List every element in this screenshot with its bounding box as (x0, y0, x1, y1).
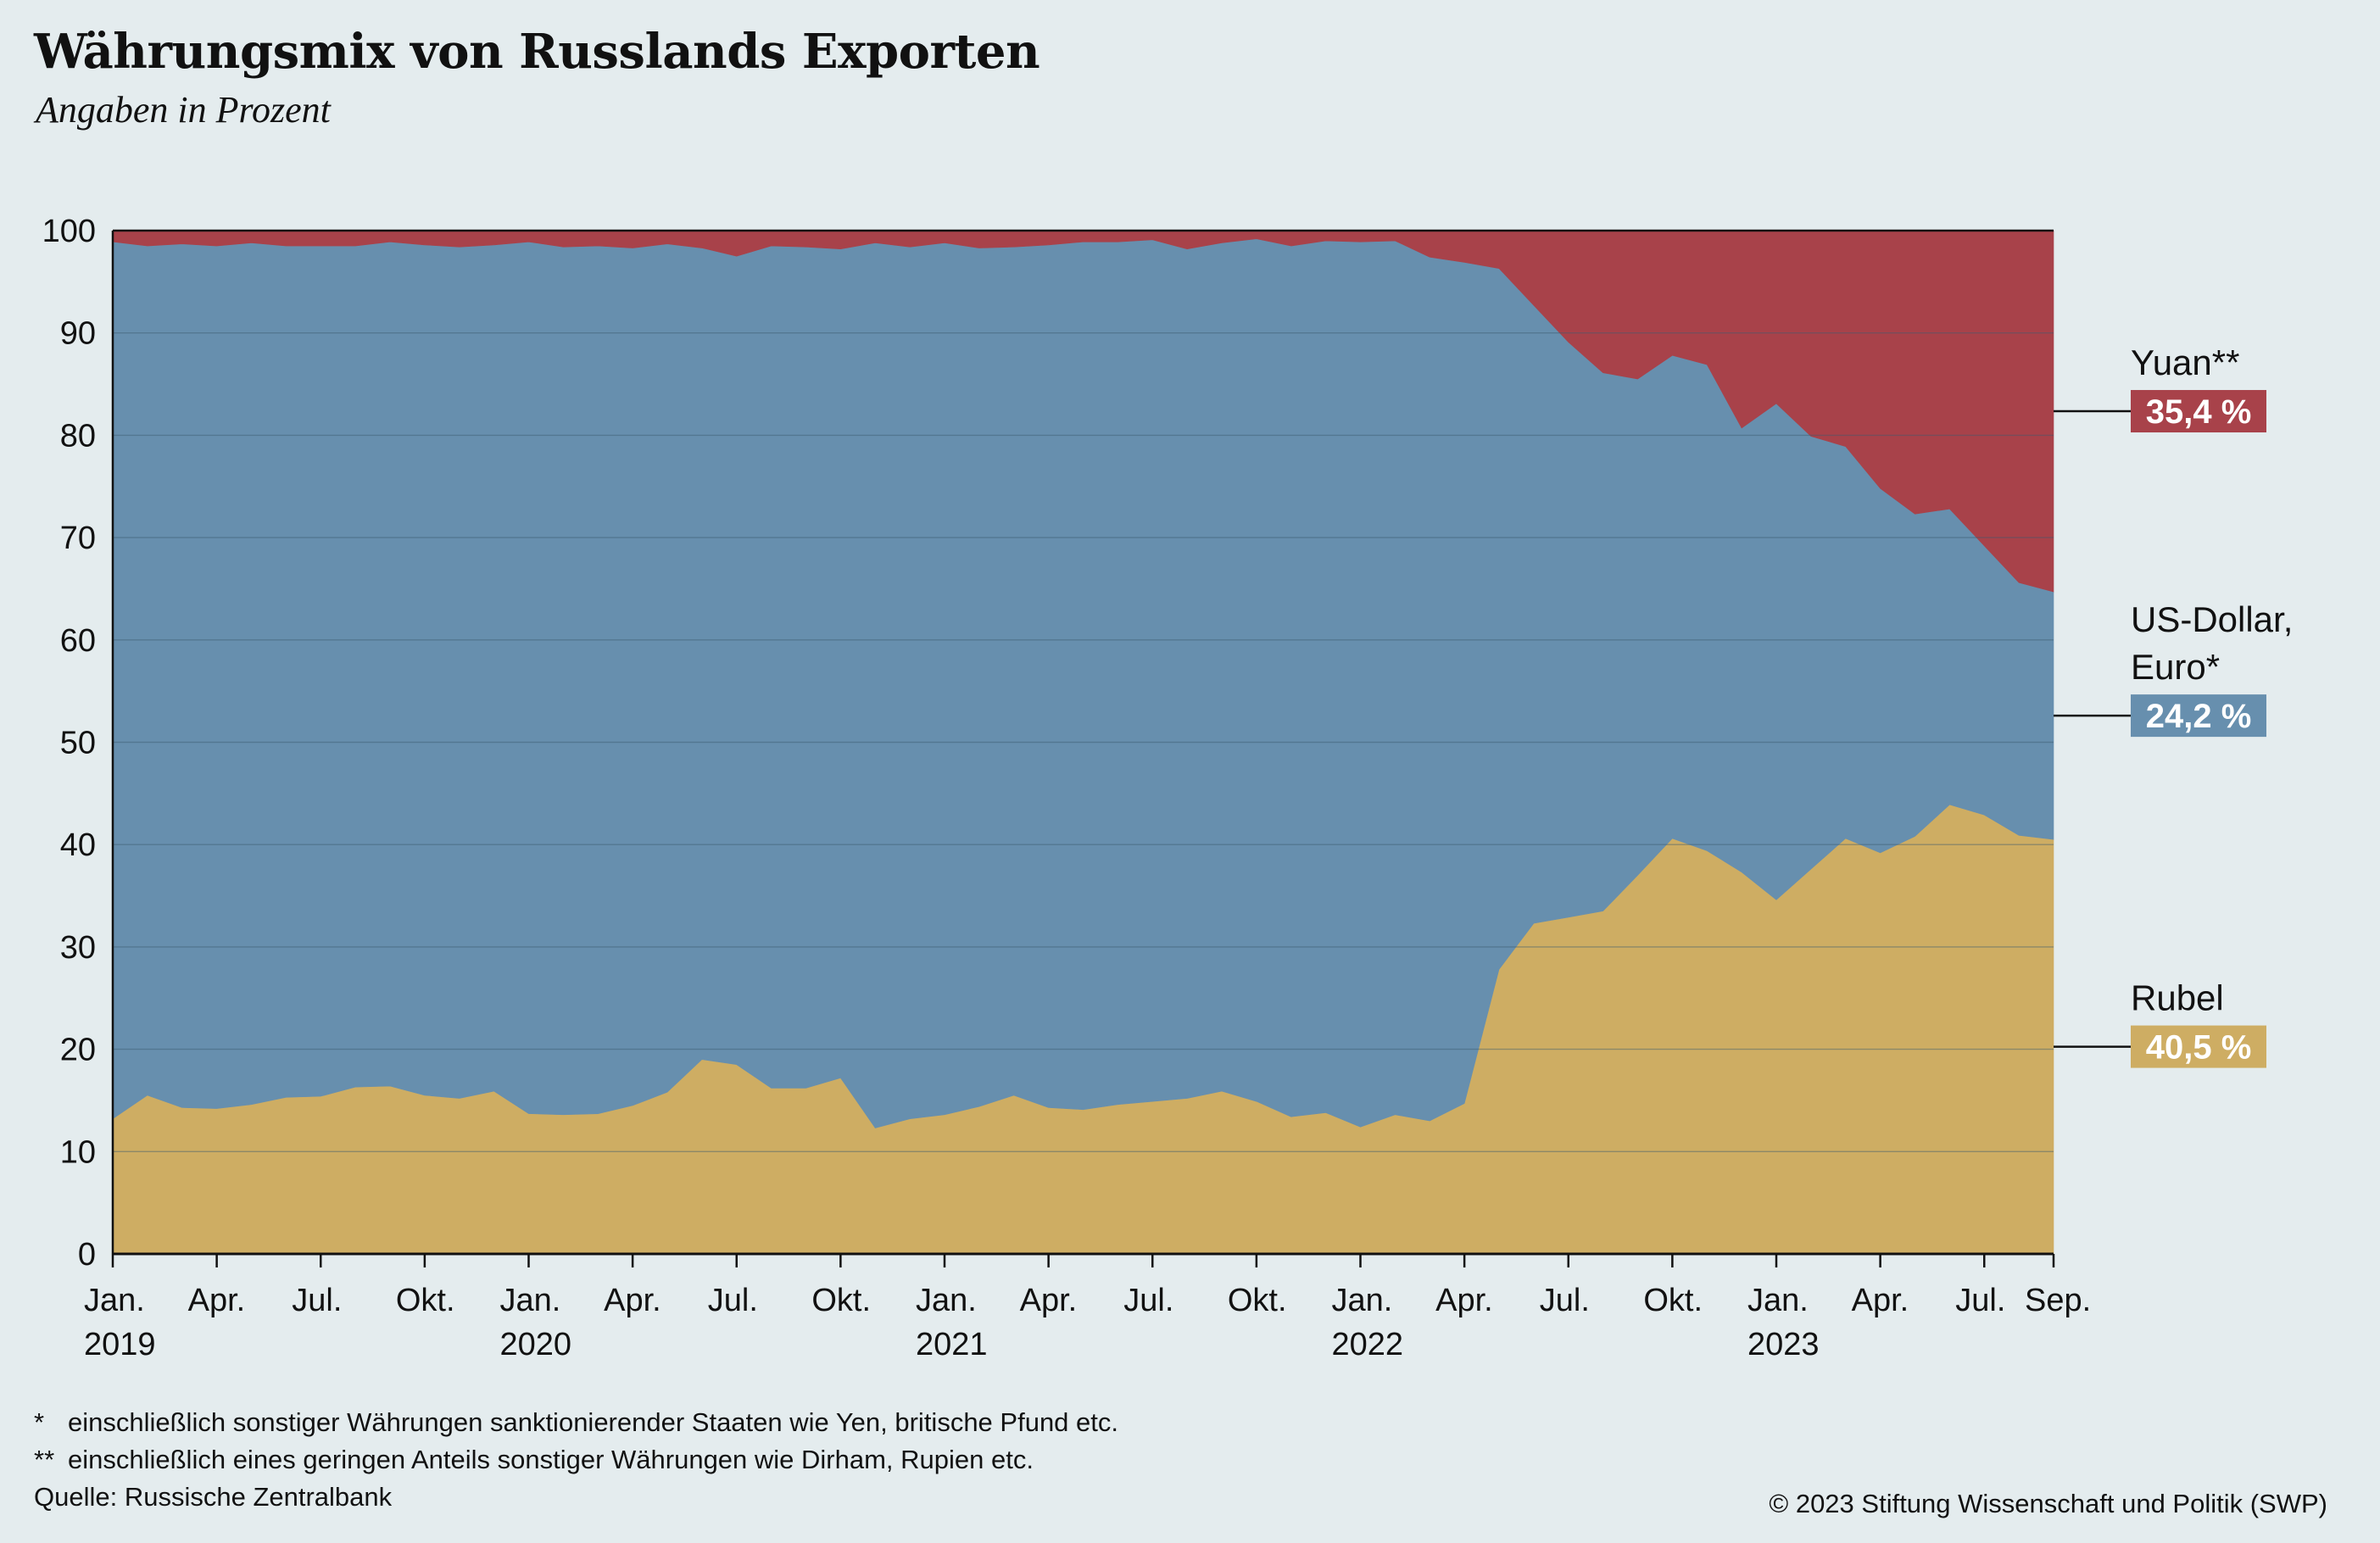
y-tick-label-60: 60 (60, 623, 96, 659)
y-tick-label-70: 70 (60, 521, 96, 556)
x-tick-label-year: 2023 (1747, 1327, 1820, 1362)
x-tick-label-month: Sep. (2025, 1283, 2091, 1318)
legend-name-yuan: Yuan** (2131, 343, 2239, 382)
x-tick-label-month: Okt. (1228, 1283, 1287, 1318)
chart-areas (112, 230, 2054, 1255)
x-tick-label-month: Jul. (292, 1283, 342, 1318)
x-tick-label-year: 2022 (1332, 1327, 1404, 1362)
legend-value-rubel: 40,5 % (2146, 1029, 2252, 1067)
chart-gridlines (113, 332, 2054, 1153)
chart-subtitle: Angaben in Prozent (36, 89, 331, 131)
legend-badge-yuan (2131, 390, 2266, 433)
legend-name-us-dollar-euro: US-Dollar, (2131, 599, 2293, 639)
y-axis-labels: 0 10 20 30 40 50 60 70 80 90 100 (42, 214, 96, 1273)
x-tick-label-month: Jan. (1332, 1283, 1393, 1318)
x-tick-label-month: Apr. (1020, 1283, 1078, 1318)
y-tick-label-90: 90 (60, 316, 96, 352)
legend-badge-rubel (2131, 1025, 2266, 1068)
x-tick-label-month: Apr. (604, 1283, 661, 1318)
y-tick-label-0: 0 (78, 1237, 96, 1273)
source-note: Quelle: Russische Zentralbank (34, 1482, 393, 1512)
y-tick-label-50: 50 (60, 726, 96, 761)
x-tick-label-year: 2021 (916, 1327, 988, 1362)
x-tick-label-month: Okt. (811, 1283, 871, 1318)
y-tick-label-30: 30 (60, 930, 96, 966)
x-tick-label-month: Okt. (1643, 1283, 1703, 1318)
y-tick-label-100: 100 (42, 214, 96, 249)
x-tick-label-month: Okt. (396, 1283, 455, 1318)
x-axis-labels: Jan. 2019 Apr. Jul. Okt. Jan. 2020 Apr. Jul. Okt.… (84, 1283, 2091, 1362)
legend-name-us-dollar-euro: Euro* (2131, 647, 2220, 687)
x-tick-label-month: Jan. (84, 1283, 145, 1318)
x-tick-label-month: Jul. (1540, 1283, 1590, 1318)
footnote-1-text: einschließlich sonstiger Währungen sankt… (68, 1407, 1119, 1437)
y-tick-label-10: 10 (60, 1134, 96, 1170)
x-tick-label-year: 2019 (84, 1327, 156, 1362)
stacked-area-chart: 0 10 20 30 40 50 60 70 80 90 100 Jan. 2019 Apr. Jul. O… (42, 214, 2294, 1362)
legend-name-rubel: Rubel (2131, 978, 2224, 1018)
y-tick-label-80: 80 (60, 418, 96, 454)
footnote-1: * einschließlich sonstiger Währungen sank… (34, 1407, 1118, 1438)
x-tick-label-year: 2020 (500, 1327, 572, 1362)
chart-axes (111, 229, 2055, 1267)
legend-badge-us-dollar-euro (2131, 694, 2266, 738)
x-tick-label-month: Apr. (1852, 1283, 1909, 1318)
chart-legend: 40,5 % Rubel 24,2 % US-Dollar, Euro* 35,4 % Yu… (2054, 343, 2293, 1068)
footnote-2-mark: ** (34, 1445, 55, 1474)
y-tick-label-20: 20 (60, 1033, 96, 1068)
legend-value-yuan: 35,4 % (2146, 393, 2252, 431)
x-tick-label-month: Jul. (1955, 1283, 2005, 1318)
copyright-note: © 2023 Stiftung Wissenschaft und Politik… (1769, 1489, 2327, 1518)
x-tick-label-month: Apr. (1435, 1283, 1493, 1318)
y-tick-label-40: 40 (60, 827, 96, 863)
x-tick-label-month: Jul. (708, 1283, 758, 1318)
x-tick-label-month: Apr. (188, 1283, 246, 1318)
x-tick-label-month: Jan. (500, 1283, 561, 1318)
footnote-2: ** einschließlich eines geringen Anteils … (34, 1445, 1034, 1475)
footnote-2-text: einschließlich eines geringen Anteils so… (68, 1445, 1034, 1474)
footnote-1-mark: * (34, 1407, 45, 1437)
x-tick-label-month: Jan. (1747, 1283, 1809, 1318)
x-tick-label-month: Jan. (916, 1283, 977, 1318)
legend-value-us-dollar-euro: 24,2 % (2146, 698, 2252, 735)
x-tick-label-month: Jul. (1123, 1283, 1173, 1318)
chart-title: Währungsmix von Russlands Exporten (34, 24, 1040, 80)
